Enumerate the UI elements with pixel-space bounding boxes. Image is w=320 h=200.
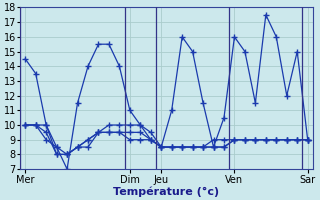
X-axis label: Température (°c): Température (°c) — [113, 186, 220, 197]
